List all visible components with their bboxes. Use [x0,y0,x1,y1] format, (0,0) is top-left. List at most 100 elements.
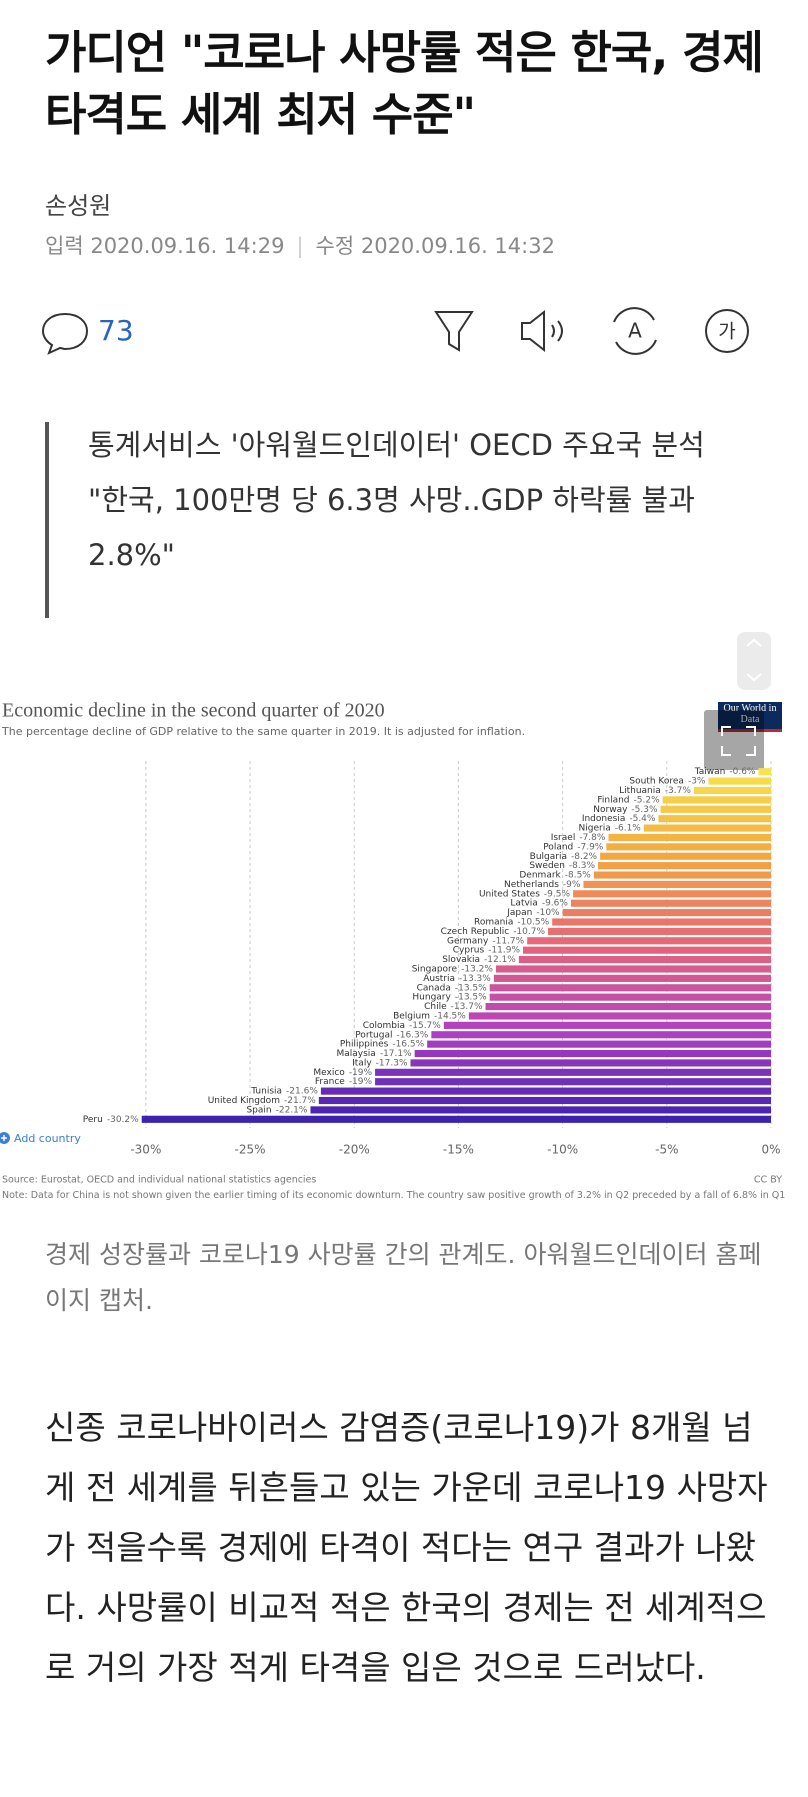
bar [552,918,771,926]
value-label: -21.6% [286,1087,318,1097]
font-letter: 가 [718,321,735,343]
bar [548,927,771,935]
x-tick-label: -15% [443,1143,474,1157]
category-label: Nigeria [579,824,611,834]
add-country[interactable]: Add country [0,1132,81,1145]
bar [489,984,771,992]
bar [573,890,771,898]
bar [318,1096,771,1105]
bar [493,974,771,982]
input-time: 2020.09.16. 14:29 [90,234,285,258]
value-label: -11.7% [492,936,524,946]
bar [495,965,771,973]
category-label: Lithuania [619,786,661,796]
scroll-buttons[interactable] [735,632,775,692]
quote-bar [45,422,49,618]
value-label: -5.3% [631,805,658,815]
bar [410,1059,771,1067]
bar [523,946,771,954]
value-label: -15.7% [409,1021,441,1031]
translate-letter: A [628,319,642,343]
value-label: -3.7% [665,786,692,796]
x-tick-label: -5% [655,1143,678,1157]
bar [375,1078,771,1086]
category-label: Belgium [393,1011,430,1021]
chart: Economic decline in the second quarter o… [0,700,782,1186]
chart-image: Economic decline in the second quarter o… [0,696,808,1216]
bar [562,909,771,917]
bar [758,768,771,776]
bar [570,899,771,907]
category-label: Canada [417,983,451,993]
value-label: -12.1% [484,955,516,965]
value-label: -13.2% [461,964,493,974]
bar [598,862,771,870]
font-size-icon[interactable]: 가 [705,309,749,353]
category-label: Norway [593,805,628,815]
bar [310,1106,771,1114]
value-label: -8.2% [571,852,598,862]
edit-time: 2020.09.16. 14:32 [360,234,555,258]
bar [662,796,771,804]
bar [489,993,771,1001]
author[interactable]: 손성원 [45,192,112,220]
value-label: -17.3% [376,1058,408,1068]
value-label: -8.5% [565,871,592,881]
value-label: -5.4% [629,814,656,824]
value-label: -8.3% [569,861,596,871]
article-title: 가디언 "코로나 사망률 적은 한국, 경제 타격도 세계 최저 수준" [45,26,764,141]
value-label: -19% [349,1077,373,1087]
value-label: -7.8% [579,833,606,843]
x-tick-label: -30% [130,1143,161,1157]
value-label: -11.9% [488,946,520,956]
value-label: -9.5% [544,889,571,899]
logo-text: Our World in Data [723,703,777,725]
summary-line: "한국, 100만명 당 6.3명 사망..GDP 하락률 불과 2.8%" [88,483,695,572]
value-label: -5.2% [634,795,661,805]
chart-title: Economic decline in the second quarter o… [2,700,385,722]
value-label: -16.5% [392,1040,424,1050]
value-label: -9.6% [542,899,569,909]
bar [414,1049,771,1058]
value-label: -3% [688,777,706,787]
value-label: -0.6% [729,767,756,777]
category-label: South Korea [629,777,684,787]
bar [593,871,771,879]
value-label: -30.2% [107,1115,139,1125]
category-label: Latvia [510,899,537,909]
x-tick-label: -20% [339,1143,370,1157]
category-label: Cyprus [453,946,485,956]
category-label: Taiwan [694,767,726,777]
category-label: Indonesia [582,814,626,824]
value-label: -19% [349,1068,373,1078]
bar [320,1087,771,1095]
category-label: Peru [83,1115,103,1125]
license: CC BY [754,1175,782,1186]
value-label: -14.5% [434,1011,466,1021]
category-label: Netherlands [504,880,559,890]
category-label: United Kingdom [208,1096,280,1106]
category-label: Denmark [519,871,561,881]
bar [660,805,771,813]
category-label: Austria [423,974,455,984]
bar [608,833,771,842]
bar [431,1031,771,1039]
add-country-label: Add country [14,1132,81,1145]
speaker-icon[interactable] [521,309,563,353]
value-label: -7.9% [577,842,604,852]
comment-button[interactable]: 73 [41,312,134,355]
comment-count: 73 [98,314,134,347]
value-label: -13.3% [459,974,491,984]
x-tick-label: -10% [547,1143,578,1157]
filter-icon[interactable] [434,311,474,352]
category-label: Finland [597,795,629,805]
bar [375,1068,771,1076]
category-label: Malaysia [337,1049,376,1059]
category-label: Mexico [313,1068,345,1078]
fullscreen-overlay[interactable] [704,710,764,770]
bar [606,843,771,851]
chart-subtitle: The percentage decline of GDP relative t… [1,725,525,738]
category-label: Singapore [412,964,458,974]
translate-icon[interactable]: A [613,307,657,355]
bar [658,815,771,823]
